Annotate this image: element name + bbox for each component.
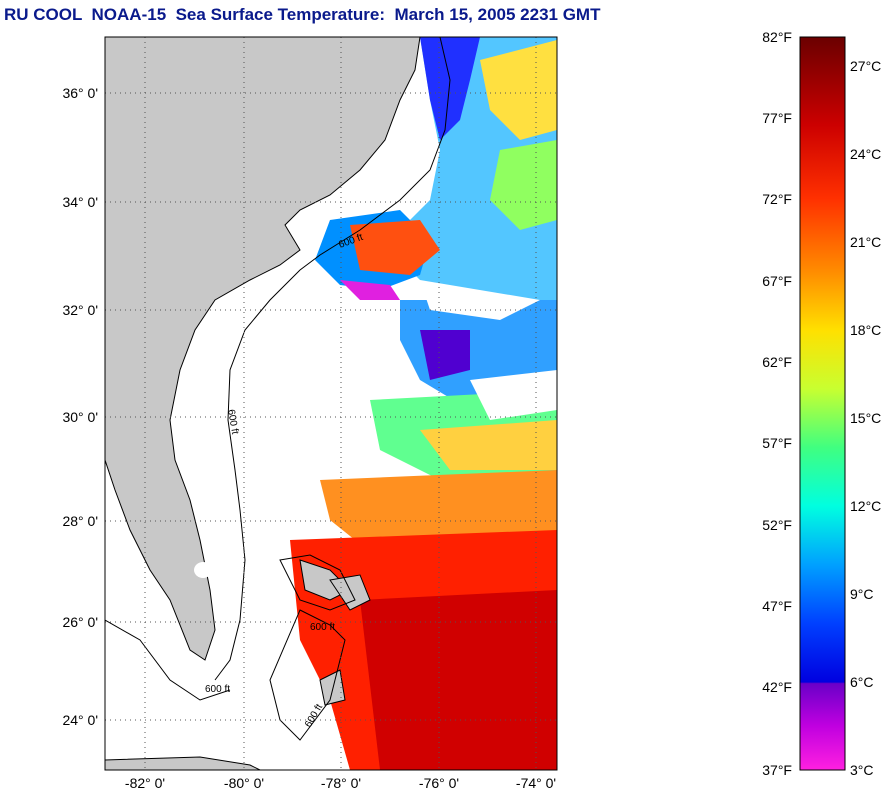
lat-label: 24° 0'	[62, 712, 98, 728]
colorbar-f-label: 72°F	[762, 191, 792, 207]
colorbar-f-label: 42°F	[762, 679, 792, 695]
lon-label: -76° 0'	[419, 775, 459, 791]
colorbar-f-label: 37°F	[762, 762, 792, 778]
colorbar-f-label: 47°F	[762, 598, 792, 614]
colorbar-gradient	[799, 36, 846, 771]
colorbar-c-label: 27°C	[850, 58, 881, 74]
map-frame	[104, 36, 558, 771]
colorbar-f-label: 57°F	[762, 435, 792, 451]
colorbar-c-label: 9°C	[850, 586, 874, 602]
lon-label: -80° 0'	[224, 775, 264, 791]
map-area: 600 ft 600 ft 600 ft 600 ft 600 ft	[105, 37, 557, 770]
colorbar-f-label: 52°F	[762, 517, 792, 533]
colorbar-f-label: 62°F	[762, 354, 792, 370]
colorbar-celsius-labels: 27°C 24°C 21°C 18°C 15°C 12°C 9°C 6°C 3°…	[850, 58, 881, 778]
colorbar-c-label: 15°C	[850, 410, 881, 426]
colorbar-f-label: 77°F	[762, 110, 792, 126]
lon-label: -78° 0'	[321, 775, 361, 791]
colorbar-f-label: 82°F	[762, 29, 792, 45]
lat-label: 32° 0'	[62, 302, 98, 318]
gridlines	[105, 37, 557, 770]
lat-label: 26° 0'	[62, 614, 98, 630]
contour-label: 600 ft	[225, 409, 240, 436]
colorbar-c-label: 6°C	[850, 674, 874, 690]
colorbar-c-label: 12°C	[850, 498, 881, 514]
longitude-labels: -82° 0' -80° 0' -78° 0' -76° 0' -74° 0'	[125, 775, 556, 791]
latitude-labels: 36° 0' 34° 0' 32° 0' 30° 0' 28° 0' 26° 0…	[62, 85, 98, 728]
chart-title: RU COOL NOAA-15 Sea Surface Temperature:…	[4, 5, 601, 24]
lat-label: 30° 0'	[62, 409, 98, 425]
colorbar-f-label: 67°F	[762, 273, 792, 289]
contour-label: 600 ft	[205, 684, 230, 695]
lon-label: -82° 0'	[125, 775, 165, 791]
land	[105, 37, 421, 770]
colorbar-c-label: 21°C	[850, 234, 881, 250]
lat-label: 36° 0'	[62, 85, 98, 101]
colorbar-c-label: 18°C	[850, 322, 881, 338]
lon-label: -74° 0'	[516, 775, 556, 791]
isobath-contour	[105, 37, 451, 741]
lat-label: 28° 0'	[62, 513, 98, 529]
colorbar-fahrenheit-labels: 82°F 77°F 72°F 67°F 62°F 57°F 52°F 47°F …	[762, 29, 792, 778]
colorbar: 82°F 77°F 72°F 67°F 62°F 57°F 52°F 47°F …	[762, 29, 881, 778]
lat-label: 34° 0'	[62, 194, 98, 210]
colorbar-c-label: 3°C	[850, 762, 874, 778]
colorbar-c-label: 24°C	[850, 146, 881, 162]
contour-label: 600 ft	[310, 622, 335, 633]
